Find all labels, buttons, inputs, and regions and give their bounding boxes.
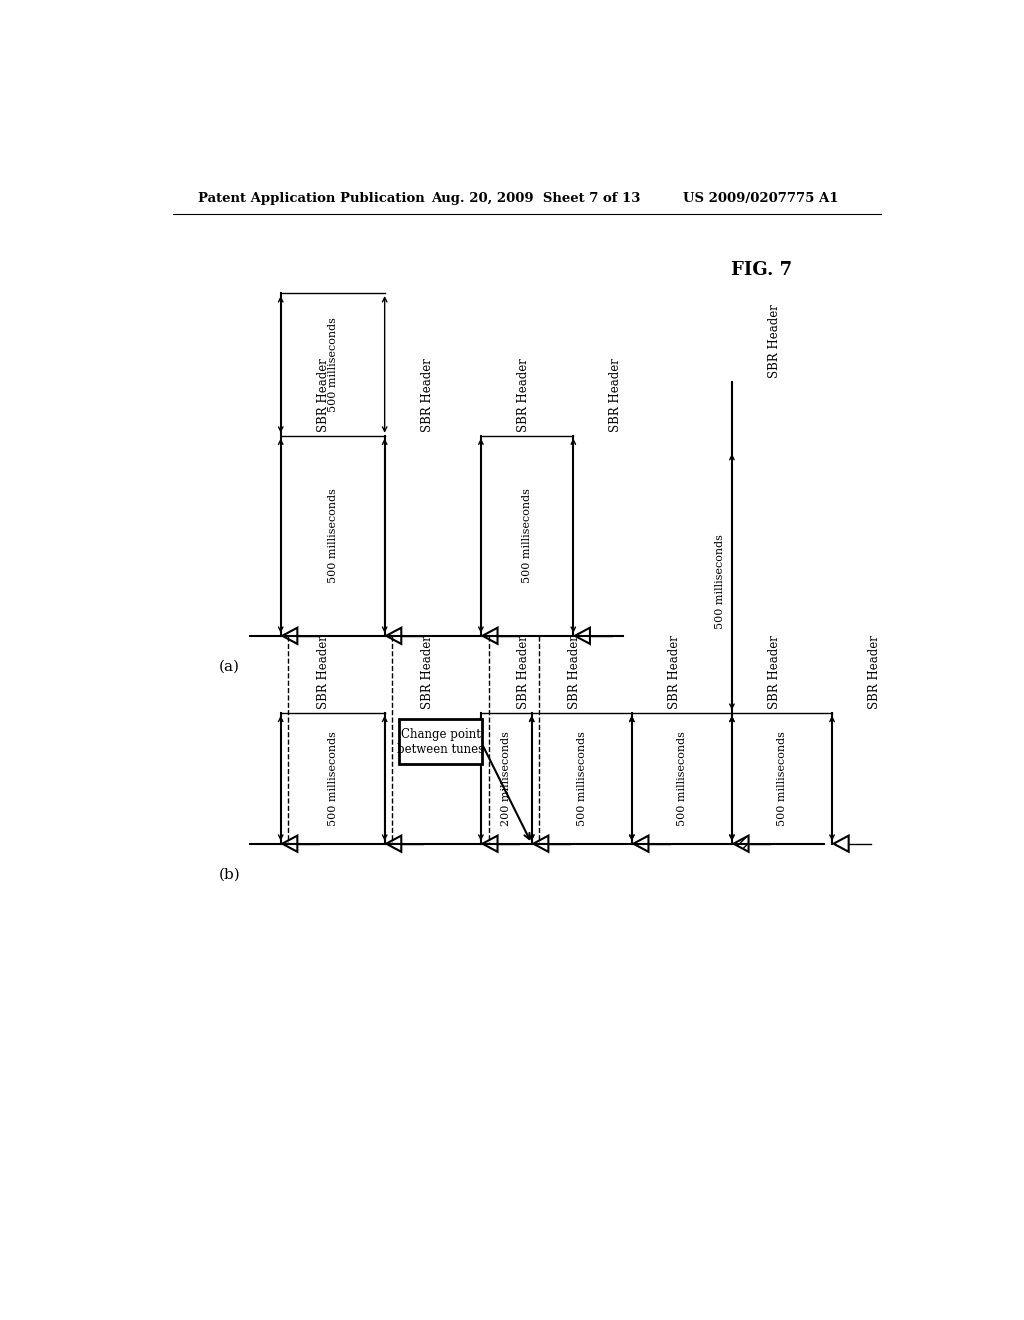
Text: SBR Header: SBR Header <box>517 635 529 709</box>
Polygon shape <box>283 628 297 644</box>
Text: 500 milliseconds: 500 milliseconds <box>328 317 338 412</box>
Text: SBR Header: SBR Header <box>868 635 881 709</box>
Text: 500 milliseconds: 500 milliseconds <box>677 731 687 826</box>
Text: 500 milliseconds: 500 milliseconds <box>577 731 587 826</box>
Text: SBR Header: SBR Header <box>768 304 780 378</box>
Text: US 2009/0207775 A1: US 2009/0207775 A1 <box>683 191 839 205</box>
Text: SBR Header: SBR Header <box>609 358 623 432</box>
Polygon shape <box>534 836 549 851</box>
Text: (b): (b) <box>219 867 241 882</box>
Polygon shape <box>386 628 401 644</box>
Text: SBR Header: SBR Header <box>316 635 330 709</box>
Polygon shape <box>482 628 498 644</box>
Text: SBR Header: SBR Header <box>668 635 681 709</box>
Text: 200 milliseconds: 200 milliseconds <box>502 731 511 826</box>
Text: SBR Header: SBR Header <box>421 358 433 432</box>
Text: SBR Header: SBR Header <box>768 635 780 709</box>
Polygon shape <box>482 836 498 851</box>
Text: Aug. 20, 2009  Sheet 7 of 13: Aug. 20, 2009 Sheet 7 of 13 <box>431 191 640 205</box>
Text: 500 milliseconds: 500 milliseconds <box>777 731 787 826</box>
Polygon shape <box>386 836 401 851</box>
FancyBboxPatch shape <box>398 719 482 764</box>
Text: 500 milliseconds: 500 milliseconds <box>328 731 338 826</box>
Text: (a): (a) <box>219 660 240 673</box>
Text: FIG. 7: FIG. 7 <box>731 261 793 279</box>
Text: 500 milliseconds: 500 milliseconds <box>328 488 338 583</box>
Text: 500 milliseconds: 500 milliseconds <box>522 488 532 583</box>
Polygon shape <box>574 628 590 644</box>
Text: SBR Header: SBR Header <box>421 635 433 709</box>
Text: Change point
between tunes: Change point between tunes <box>397 727 484 755</box>
Text: 500 milliseconds: 500 milliseconds <box>716 535 725 630</box>
Text: SBR Header: SBR Header <box>316 358 330 432</box>
Text: Patent Application Publication: Patent Application Publication <box>199 191 425 205</box>
Polygon shape <box>834 836 849 851</box>
Text: SBR Header: SBR Header <box>567 635 581 709</box>
Text: SBR Header: SBR Header <box>517 358 529 432</box>
Polygon shape <box>634 836 648 851</box>
Polygon shape <box>283 836 297 851</box>
